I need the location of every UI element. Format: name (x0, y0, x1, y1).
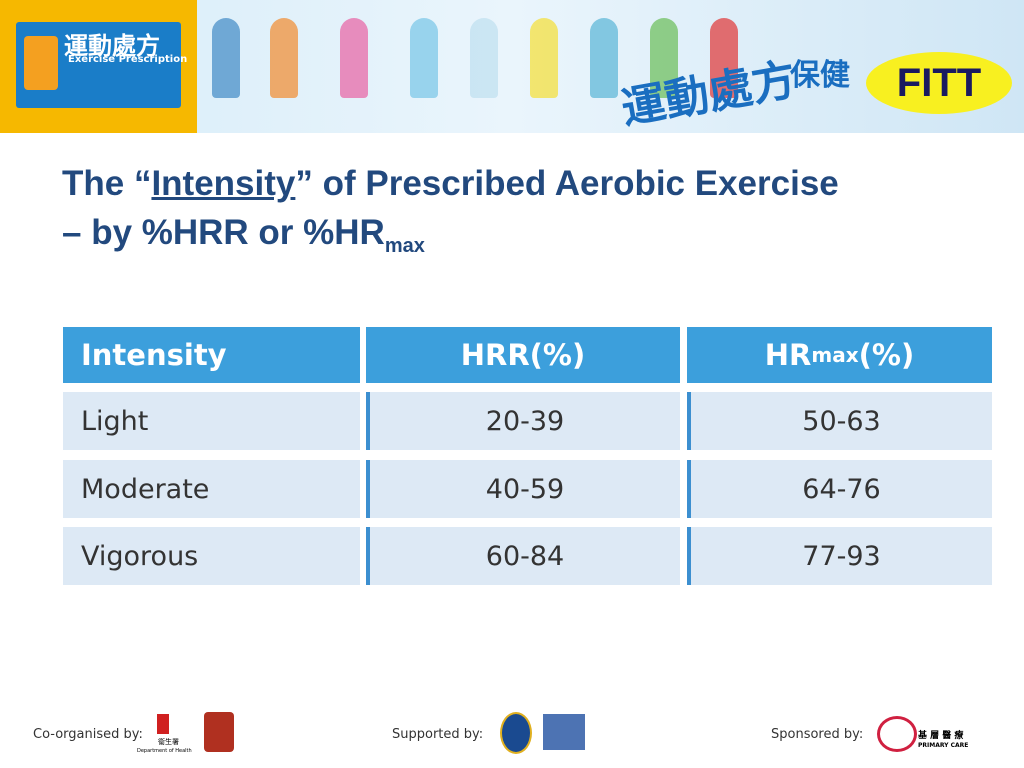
header-subscript: max (811, 343, 859, 367)
dh-logo (157, 714, 169, 734)
table-cell: Moderate (63, 460, 360, 518)
table-header: Intensity (63, 327, 360, 383)
fitt-badge: FITT (866, 52, 1012, 114)
title-text: ” of Prescribed Aerobic Exercise (295, 164, 839, 203)
banner-text: 保健 (790, 58, 850, 93)
runner-figure (590, 18, 618, 98)
crest-logo (204, 712, 234, 752)
title-emphasis: Intensity (151, 164, 296, 203)
header-suffix: (%) (858, 338, 915, 372)
table-cell: Vigorous (63, 527, 360, 585)
title-subscript: max (384, 235, 425, 257)
table-cell: 40-59 (366, 460, 680, 518)
pill-bottle (24, 36, 58, 90)
pc-logo (877, 716, 917, 752)
table-cell: 60-84 (366, 527, 680, 585)
footer-label: Supported by: (392, 727, 484, 742)
table-header: HRR(%) (366, 327, 680, 383)
dh-english: Department of Health (137, 748, 192, 754)
table-cell: 50-63 (687, 392, 992, 450)
support-logo (500, 712, 532, 754)
title-text: – by %HRR or %HR (62, 213, 385, 252)
runner-figure (710, 18, 738, 98)
runner-figure (410, 18, 438, 98)
title-line: The “Intensity” of Prescribed Aerobic Ex… (62, 164, 839, 204)
pc-chinese: 基 層 醫 療 (918, 731, 964, 741)
title-line: – by %HRR or %HRmax (62, 213, 425, 258)
table-header: HR max (%) (687, 327, 992, 383)
table-cell: 77-93 (687, 527, 992, 585)
pc-english: PRIMARY CARE (918, 742, 969, 749)
dh-chinese: 衞生署 (158, 738, 179, 746)
logo-subtitle: Exercise Prescription (68, 54, 188, 65)
runner-figure (212, 18, 240, 98)
logo-title: 運動處方 (64, 32, 160, 60)
support-logo (543, 714, 585, 750)
header-main: HR (764, 338, 812, 372)
footer-label: Sponsored by: (771, 727, 864, 742)
runner-figure (470, 18, 498, 98)
table-cell: 64-76 (687, 460, 992, 518)
table-cell: Light (63, 392, 360, 450)
runner-figure (650, 18, 678, 98)
title-text: The “ (62, 164, 152, 203)
runner-figure (270, 18, 298, 98)
table-cell: 20-39 (366, 392, 680, 450)
runner-figure (340, 18, 368, 98)
footer-label: Co-organised by: (33, 727, 143, 742)
runner-figure (530, 18, 558, 98)
